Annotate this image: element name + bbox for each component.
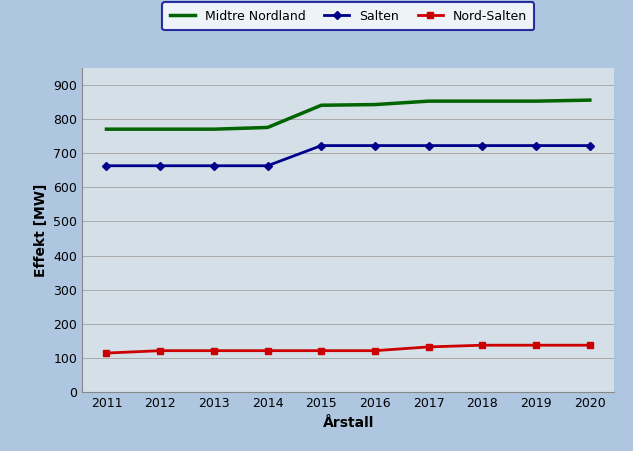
Y-axis label: Effekt [MW]: Effekt [MW] bbox=[34, 183, 48, 277]
Salten bbox=[479, 143, 486, 148]
Line: Salten: Salten bbox=[104, 143, 592, 169]
X-axis label: Årstall: Årstall bbox=[322, 416, 374, 430]
Line: Midtre Nordland: Midtre Nordland bbox=[106, 100, 590, 129]
Nord-Salten bbox=[371, 348, 379, 354]
Nord-Salten bbox=[103, 350, 110, 356]
Nord-Salten bbox=[318, 348, 325, 354]
Line: Nord-Salten: Nord-Salten bbox=[104, 342, 592, 356]
Midtre Nordland bbox=[156, 126, 164, 132]
Nord-Salten bbox=[586, 342, 594, 348]
Nord-Salten bbox=[156, 348, 164, 354]
Salten bbox=[156, 163, 164, 169]
Salten bbox=[586, 143, 594, 148]
Nord-Salten bbox=[425, 344, 432, 350]
Nord-Salten bbox=[532, 342, 540, 348]
Salten bbox=[425, 143, 432, 148]
Nord-Salten bbox=[210, 348, 218, 354]
Midtre Nordland bbox=[210, 126, 218, 132]
Nord-Salten bbox=[264, 348, 272, 354]
Salten bbox=[532, 143, 540, 148]
Midtre Nordland bbox=[264, 125, 272, 130]
Nord-Salten bbox=[479, 342, 486, 348]
Salten bbox=[371, 143, 379, 148]
Salten bbox=[318, 143, 325, 148]
Legend: Midtre Nordland, Salten, Nord-Salten: Midtre Nordland, Salten, Nord-Salten bbox=[162, 2, 534, 31]
Midtre Nordland bbox=[532, 98, 540, 104]
Midtre Nordland bbox=[425, 98, 432, 104]
Midtre Nordland bbox=[586, 97, 594, 103]
Salten bbox=[264, 163, 272, 169]
Midtre Nordland bbox=[103, 126, 110, 132]
Salten bbox=[210, 163, 218, 169]
Midtre Nordland bbox=[479, 98, 486, 104]
Salten bbox=[103, 163, 110, 169]
Midtre Nordland bbox=[371, 102, 379, 107]
Midtre Nordland bbox=[318, 102, 325, 108]
